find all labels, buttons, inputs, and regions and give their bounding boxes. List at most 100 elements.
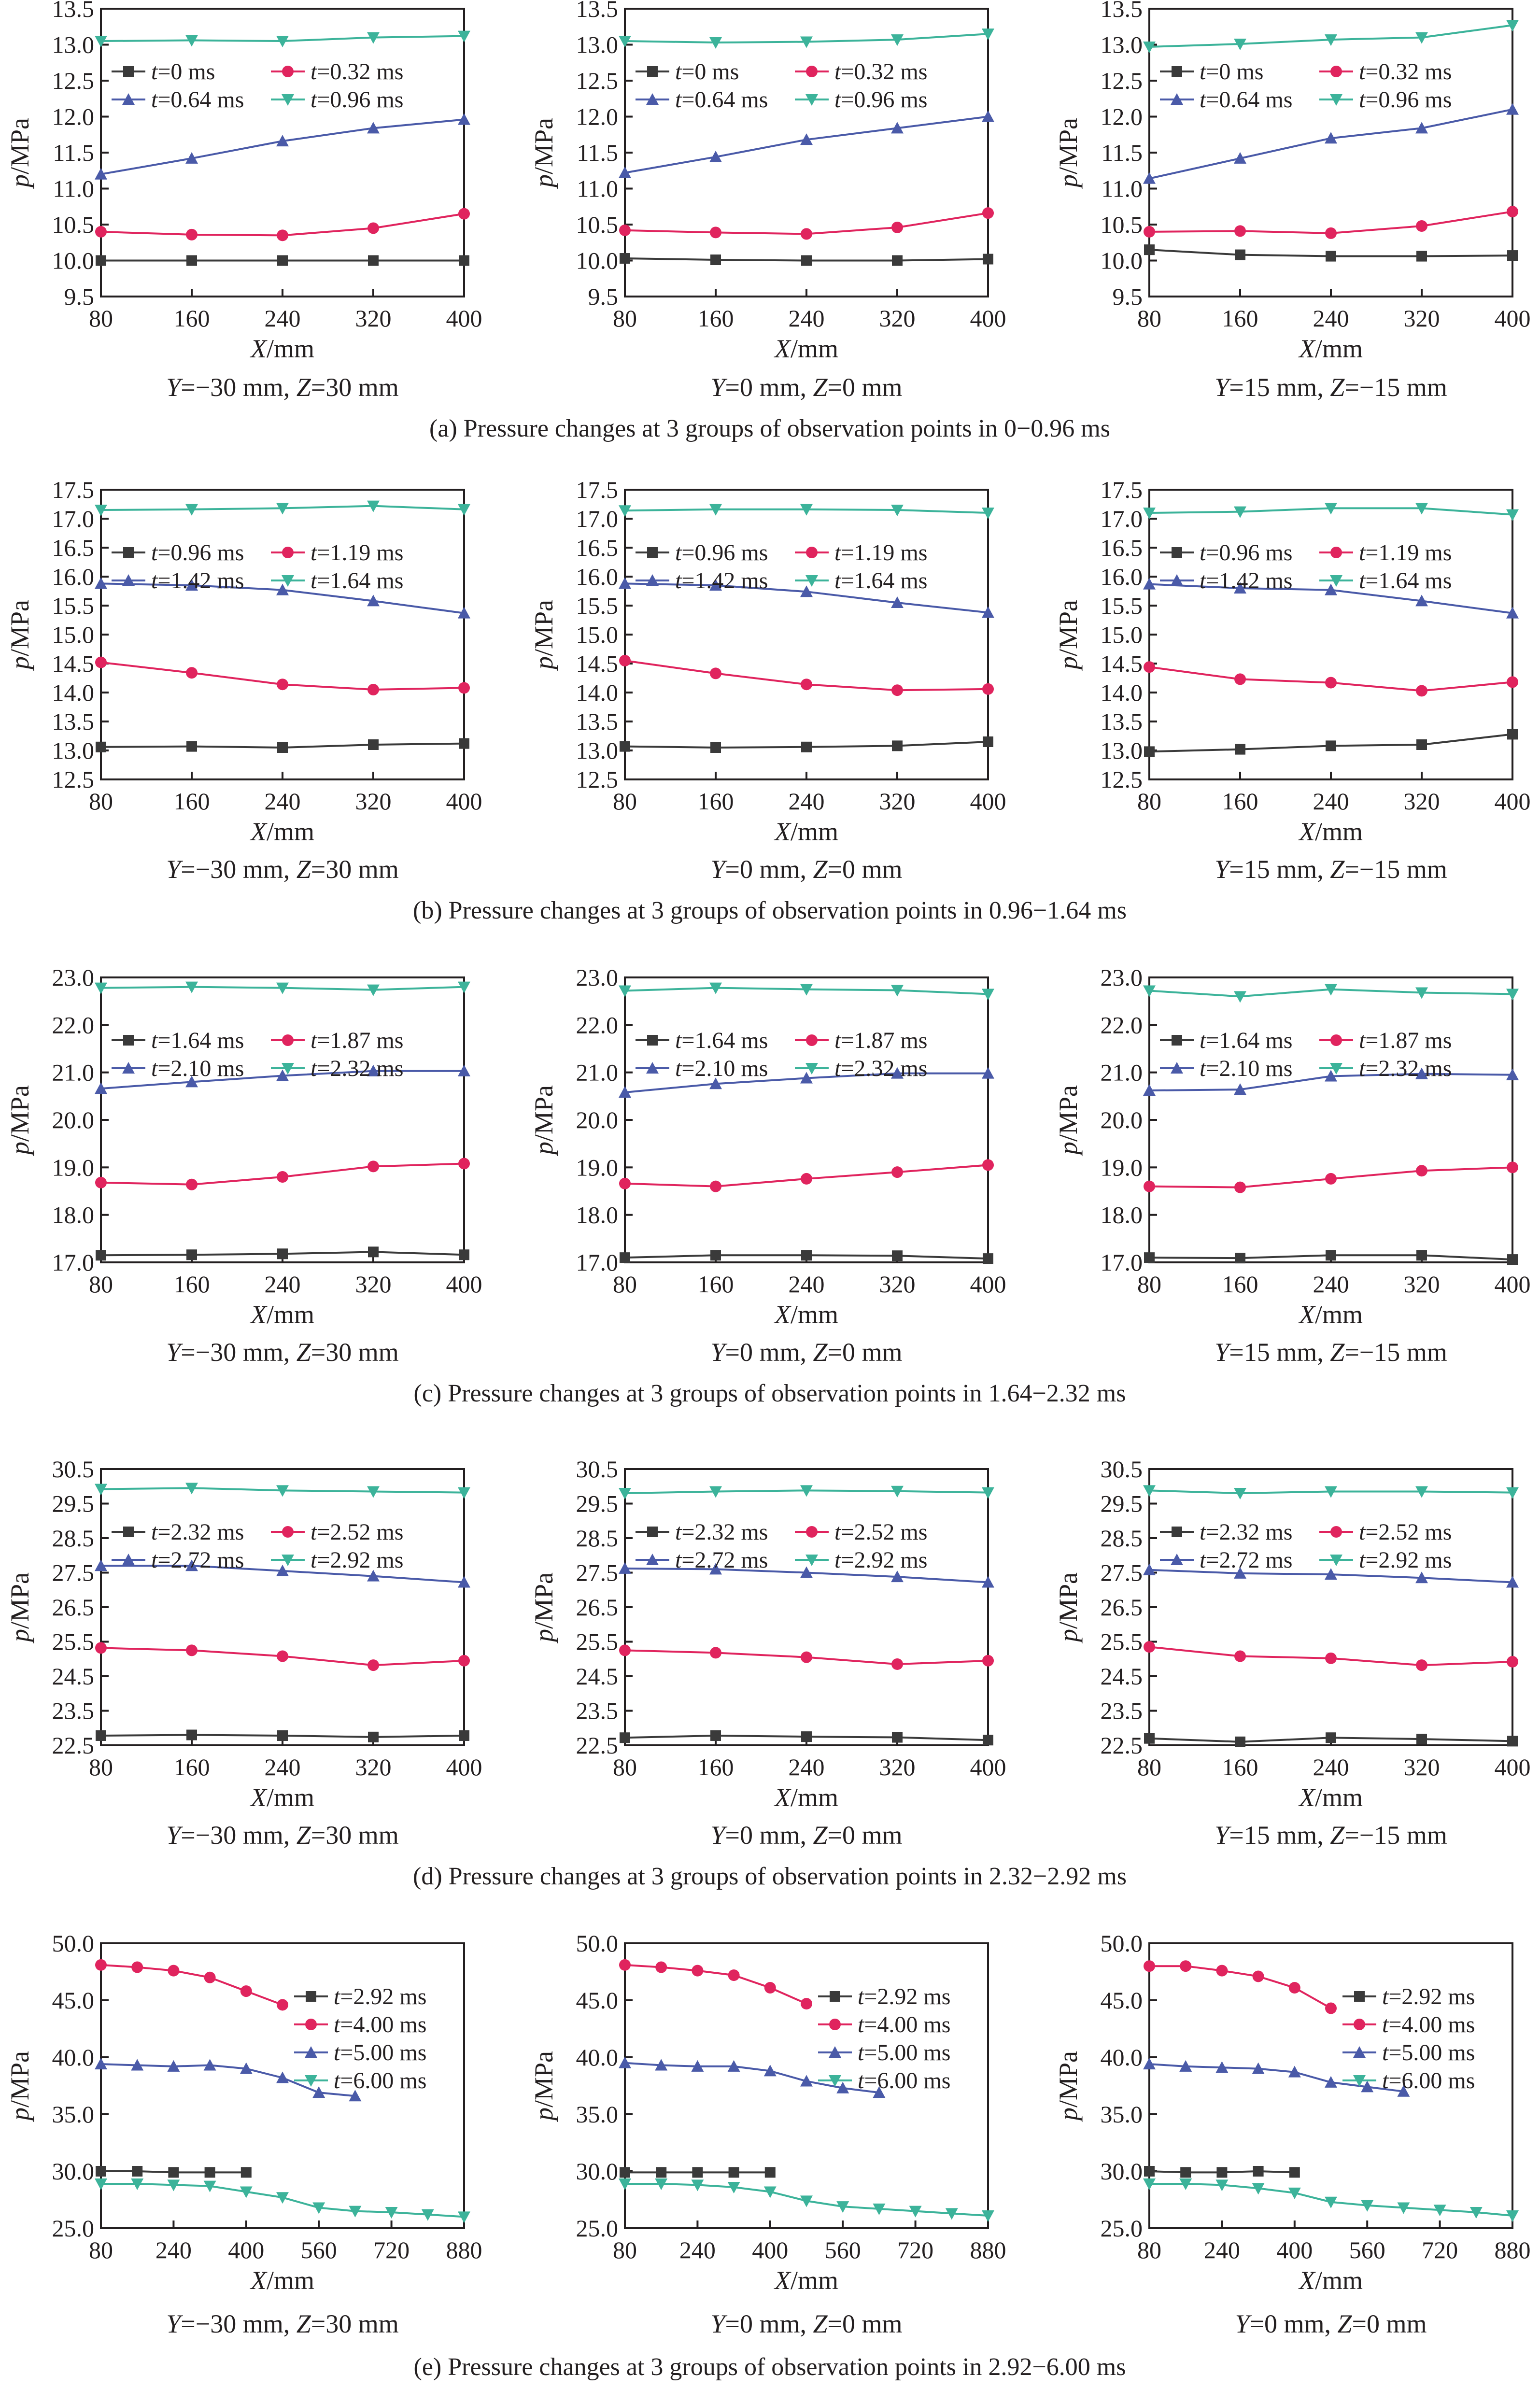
plot-frame xyxy=(100,1942,465,2229)
y-axis-label: p/MPa xyxy=(5,2051,34,2122)
plot-frame xyxy=(1148,1942,1513,2229)
y-tick-label: 25.0 xyxy=(576,2215,619,2242)
y-tick-label: 35.0 xyxy=(52,2101,95,2128)
data-point xyxy=(96,255,106,266)
y-tick-label: 10.5 xyxy=(1101,211,1143,238)
y-tick-label: 14.0 xyxy=(52,679,95,706)
x-tick-label: 240 xyxy=(1313,788,1349,815)
x-tick-label: 160 xyxy=(1222,305,1258,332)
data-point xyxy=(1416,251,1427,262)
data-point xyxy=(277,742,288,753)
plot-frame xyxy=(624,976,989,1263)
legend-label: t=1.42 ms xyxy=(151,568,244,594)
legend-marker xyxy=(647,547,658,558)
y-tick-label: 17.0 xyxy=(1101,1249,1143,1276)
legend-marker xyxy=(1330,547,1342,558)
data-point xyxy=(891,1166,903,1178)
y-tick-label: 27.5 xyxy=(52,1559,95,1586)
panel-subtitle: Y=0 mm, Z=0 mm xyxy=(710,1338,902,1367)
legend-label: t=4.00 ms xyxy=(334,2012,426,2037)
data-point xyxy=(458,1487,470,1499)
y-tick-label: 13.5 xyxy=(576,0,619,22)
series-line xyxy=(100,118,465,175)
chart-panel: 22.5 23.5 24.5 25.5 26.5 27.5 28.5 29.5 30.5 80 16… xyxy=(529,1456,1006,1850)
data-point xyxy=(367,594,380,607)
x-tick-label: 240 xyxy=(1204,2236,1240,2263)
data-point xyxy=(1234,673,1246,685)
data-point xyxy=(800,36,813,48)
x-tick-label: 80 xyxy=(613,1754,637,1781)
y-tick-label: 12.0 xyxy=(1101,103,1143,130)
data-point xyxy=(240,2167,252,2178)
data-point xyxy=(1507,1161,1518,1174)
y-axis-label: p/MPa xyxy=(1054,1085,1083,1157)
data-point xyxy=(277,1650,288,1662)
legend-label: t=0.96 ms xyxy=(675,540,768,566)
legend-label: t=2.72 ms xyxy=(675,1547,768,1573)
data-point xyxy=(276,1069,289,1081)
legend-label: t=2.32 ms xyxy=(1359,1056,1452,1081)
plot-frame xyxy=(100,489,465,780)
y-tick-label: 45.0 xyxy=(52,1987,95,2014)
legend-marker xyxy=(122,1554,135,1565)
data-point xyxy=(656,2167,667,2178)
data-point xyxy=(709,37,722,49)
x-tick-label: 400 xyxy=(970,305,1006,332)
y-tick-label: 28.5 xyxy=(52,1525,95,1552)
x-tick-label: 80 xyxy=(89,1754,113,1781)
data-point xyxy=(727,2182,740,2194)
y-tick-label: 14.0 xyxy=(576,679,619,706)
y-tick-label: 25.5 xyxy=(1101,1628,1143,1655)
legend-label: t=2.92 ms xyxy=(834,1547,927,1573)
series-line xyxy=(1149,108,1513,180)
data-point xyxy=(982,683,994,695)
data-point xyxy=(982,989,994,1001)
legend-marker xyxy=(282,547,294,558)
y-tick-label: 13.5 xyxy=(1101,0,1143,22)
y-tick-label: 19.0 xyxy=(576,1154,619,1181)
data-point xyxy=(1288,2187,1301,2199)
data-point xyxy=(459,738,469,749)
x-axis-label: X/mm xyxy=(1298,1783,1363,1812)
x-tick-label: 160 xyxy=(174,1754,210,1781)
y-tick-label: 17.5 xyxy=(576,476,619,503)
data-point xyxy=(1143,1485,1156,1497)
y-tick-label: 10.0 xyxy=(1101,247,1143,274)
data-point xyxy=(692,2167,703,2178)
data-point xyxy=(185,1075,198,1088)
data-point xyxy=(186,1644,198,1656)
data-point xyxy=(801,679,812,691)
x-tick-label: 240 xyxy=(265,1754,301,1781)
data-point xyxy=(620,253,630,264)
y-tick-label: 30.5 xyxy=(1101,1456,1143,1483)
data-point xyxy=(873,2086,886,2098)
legend-label: t=2.32 ms xyxy=(151,1519,244,1545)
chart-panel: 25.0 30.0 35.0 40.0 45.0 50.0 80 240 400 560 720 88… xyxy=(529,1930,1006,2338)
legend-marker xyxy=(646,574,659,586)
y-tick-label: 30.0 xyxy=(52,2158,95,2185)
data-point xyxy=(1326,1732,1336,1743)
data-point xyxy=(1507,1254,1518,1265)
data-point xyxy=(1325,1486,1337,1498)
data-point xyxy=(619,224,631,236)
legend-marker xyxy=(646,93,659,105)
data-point xyxy=(891,1485,904,1498)
y-tick-label: 12.0 xyxy=(576,103,619,130)
plot-frame xyxy=(1148,976,1513,1263)
plot-frame xyxy=(1148,489,1513,780)
data-point xyxy=(1415,594,1428,607)
data-point xyxy=(1507,676,1518,688)
data-point xyxy=(1235,1736,1245,1747)
x-tick-label: 240 xyxy=(265,305,301,332)
data-point xyxy=(983,1253,993,1264)
data-point xyxy=(367,684,379,695)
data-point xyxy=(459,255,469,266)
data-point xyxy=(1325,677,1337,689)
data-point xyxy=(168,2167,179,2178)
data-point xyxy=(276,36,289,48)
data-point xyxy=(710,1647,721,1659)
data-point xyxy=(982,1159,994,1171)
data-point xyxy=(458,30,470,42)
data-point xyxy=(892,1250,903,1261)
series-line xyxy=(1149,1965,1331,2009)
